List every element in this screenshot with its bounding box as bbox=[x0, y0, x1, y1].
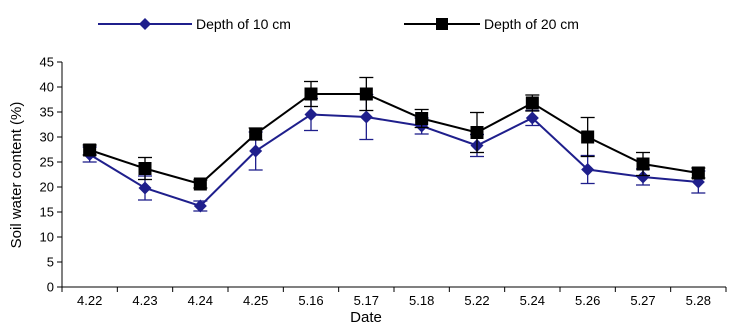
y-tick-label: 20 bbox=[40, 180, 54, 195]
y-tick-label: 10 bbox=[40, 230, 54, 245]
x-tick-label: 5.17 bbox=[354, 293, 379, 308]
x-tick-label: 4.25 bbox=[243, 293, 268, 308]
data-point-square bbox=[415, 112, 429, 125]
x-tick-label: 5.18 bbox=[409, 293, 434, 308]
series-0 bbox=[82, 93, 706, 213]
data-point-square bbox=[359, 87, 373, 101]
legend-label-depth-10: Depth of 10 cm bbox=[196, 16, 291, 32]
data-point-square bbox=[581, 130, 595, 144]
y-tick-label: 5 bbox=[47, 255, 54, 270]
legend-item-depth-20: Depth of 20 cm bbox=[404, 16, 579, 32]
data-point-diamond bbox=[249, 144, 263, 158]
x-tick-label: 4.22 bbox=[77, 293, 102, 308]
legend-marker-diamond bbox=[139, 18, 151, 30]
x-tick-label: 5.22 bbox=[464, 293, 489, 308]
series-line bbox=[89, 113, 699, 208]
data-point-diamond bbox=[581, 163, 595, 176]
y-tick-label: 45 bbox=[40, 55, 54, 70]
data-point-square bbox=[525, 96, 539, 110]
y-tick-label: 15 bbox=[40, 205, 54, 220]
x-tick-label: 5.26 bbox=[575, 293, 600, 308]
x-tick-label: 4.23 bbox=[132, 293, 157, 308]
data-point-diamond bbox=[525, 111, 539, 125]
x-tick-label: 5.27 bbox=[630, 293, 655, 308]
legend-item-depth-10: Depth of 10 cm bbox=[98, 16, 291, 32]
series-1 bbox=[82, 76, 706, 191]
data-point-square bbox=[193, 177, 207, 191]
data-point-square bbox=[636, 157, 650, 171]
series-line bbox=[89, 93, 699, 186]
x-tick-label: 5.24 bbox=[520, 293, 545, 308]
data-point-square bbox=[691, 166, 705, 180]
x-axis-title: Date bbox=[350, 309, 382, 326]
data-point-square bbox=[304, 87, 318, 101]
y-tick-label: 0 bbox=[47, 280, 54, 295]
data-point-diamond bbox=[636, 170, 650, 184]
legend: Depth of 10 cm Depth of 20 cm bbox=[98, 16, 579, 32]
y-tick-label: 35 bbox=[40, 105, 54, 120]
legend-label-depth-20: Depth of 20 cm bbox=[484, 16, 579, 32]
data-point-diamond bbox=[304, 108, 318, 121]
data-point-diamond bbox=[193, 199, 207, 213]
y-tick-label: 40 bbox=[40, 80, 54, 95]
data-point-square bbox=[138, 162, 152, 175]
y-ticks: 0 5 10 15 20 25 30 35 40 45 bbox=[40, 55, 62, 295]
y-tick-label: 30 bbox=[40, 130, 54, 145]
x-tick-label: 5.16 bbox=[298, 293, 323, 308]
data-point-square bbox=[249, 127, 263, 141]
series-layer bbox=[82, 76, 706, 213]
data-point-square bbox=[83, 143, 97, 157]
data-point-diamond bbox=[138, 181, 152, 195]
x-tick-label: 5.28 bbox=[686, 293, 711, 308]
data-point-square bbox=[470, 126, 484, 139]
x-ticks: 4.22 4.23 4.24 4.25 5.16 5.17 5.18 5.22 5.24 5.26… bbox=[61, 287, 727, 308]
data-point-diamond bbox=[359, 110, 373, 124]
y-tick-label: 25 bbox=[40, 155, 54, 170]
x-tick-label: 4.24 bbox=[188, 293, 213, 308]
legend-marker-square bbox=[436, 18, 448, 30]
y-axis-title: Soil water content (%) bbox=[8, 102, 25, 249]
